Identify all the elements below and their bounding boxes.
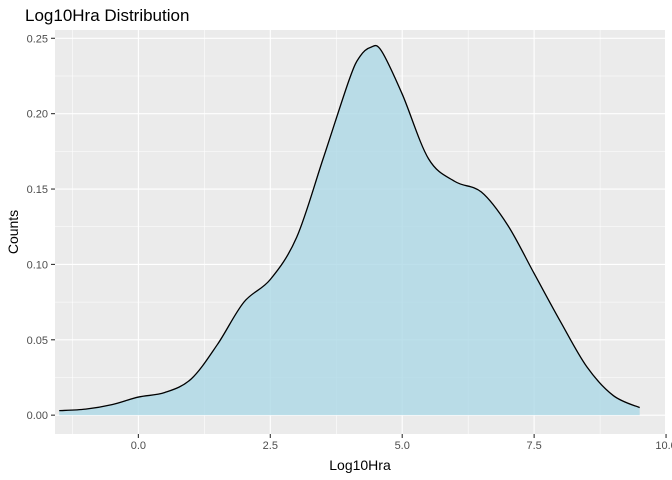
- y-tick-label: 0.00: [27, 410, 48, 422]
- x-tick-label: 0.0: [131, 440, 146, 452]
- y-tick-label: 0.20: [27, 109, 48, 121]
- x-tick-label: 7.5: [526, 440, 541, 452]
- x-tick-label: 5.0: [395, 440, 410, 452]
- chart-title: Log10Hra Distribution: [25, 6, 189, 25]
- density-line: [59, 44, 640, 412]
- x-axis-title: Log10Hra: [329, 457, 391, 473]
- y-tick-label: 0.15: [27, 184, 48, 196]
- density-area: [59, 45, 640, 416]
- y-tick-label: 0.10: [27, 259, 48, 271]
- x-axis-ticks: 0.0 2.5 5.0 7.5 10.0: [131, 434, 672, 452]
- y-tick-label: 0.25: [27, 33, 48, 45]
- y-axis-title: Counts: [5, 210, 21, 254]
- x-tick-label: 10.0: [655, 440, 672, 452]
- x-tick-label: 2.5: [263, 440, 278, 452]
- y-tick-label: 0.05: [27, 335, 48, 347]
- y-axis-ticks: 0.00 0.05 0.10 0.15 0.20 0.25: [27, 33, 55, 422]
